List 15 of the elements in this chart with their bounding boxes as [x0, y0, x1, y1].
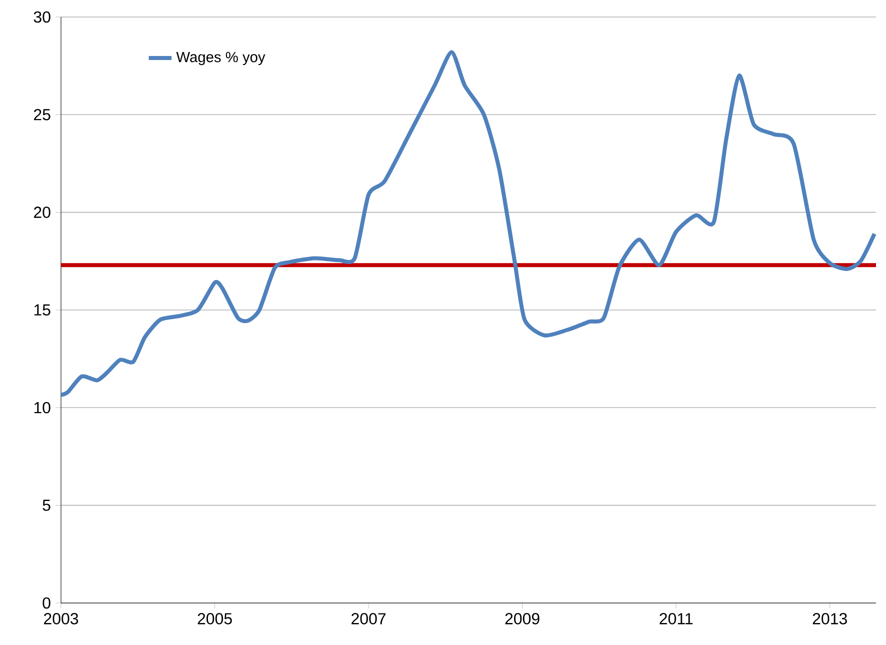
y-tick-label: 10 [34, 402, 50, 414]
y-tick-label: 15 [34, 304, 50, 316]
y-tick-label: 0 [42, 597, 50, 609]
line-series [59, 50, 876, 397]
x-tick-label: 2003 [44, 613, 78, 624]
y-tick-label: 25 [34, 109, 50, 120]
x-tick-label: 2005 [198, 613, 232, 624]
x-tick-label: 2011 [660, 613, 693, 624]
legend-label: Wages % yoy [176, 52, 266, 66]
y-tick-label: 5 [42, 500, 50, 511]
x-tick-label: 2007 [352, 613, 386, 624]
y-tick-label: 30 [34, 11, 50, 23]
x-tick-label: 2009 [505, 613, 540, 624]
y-tick-label: 20 [34, 206, 50, 218]
x-tick-label: 2013 [812, 613, 847, 624]
